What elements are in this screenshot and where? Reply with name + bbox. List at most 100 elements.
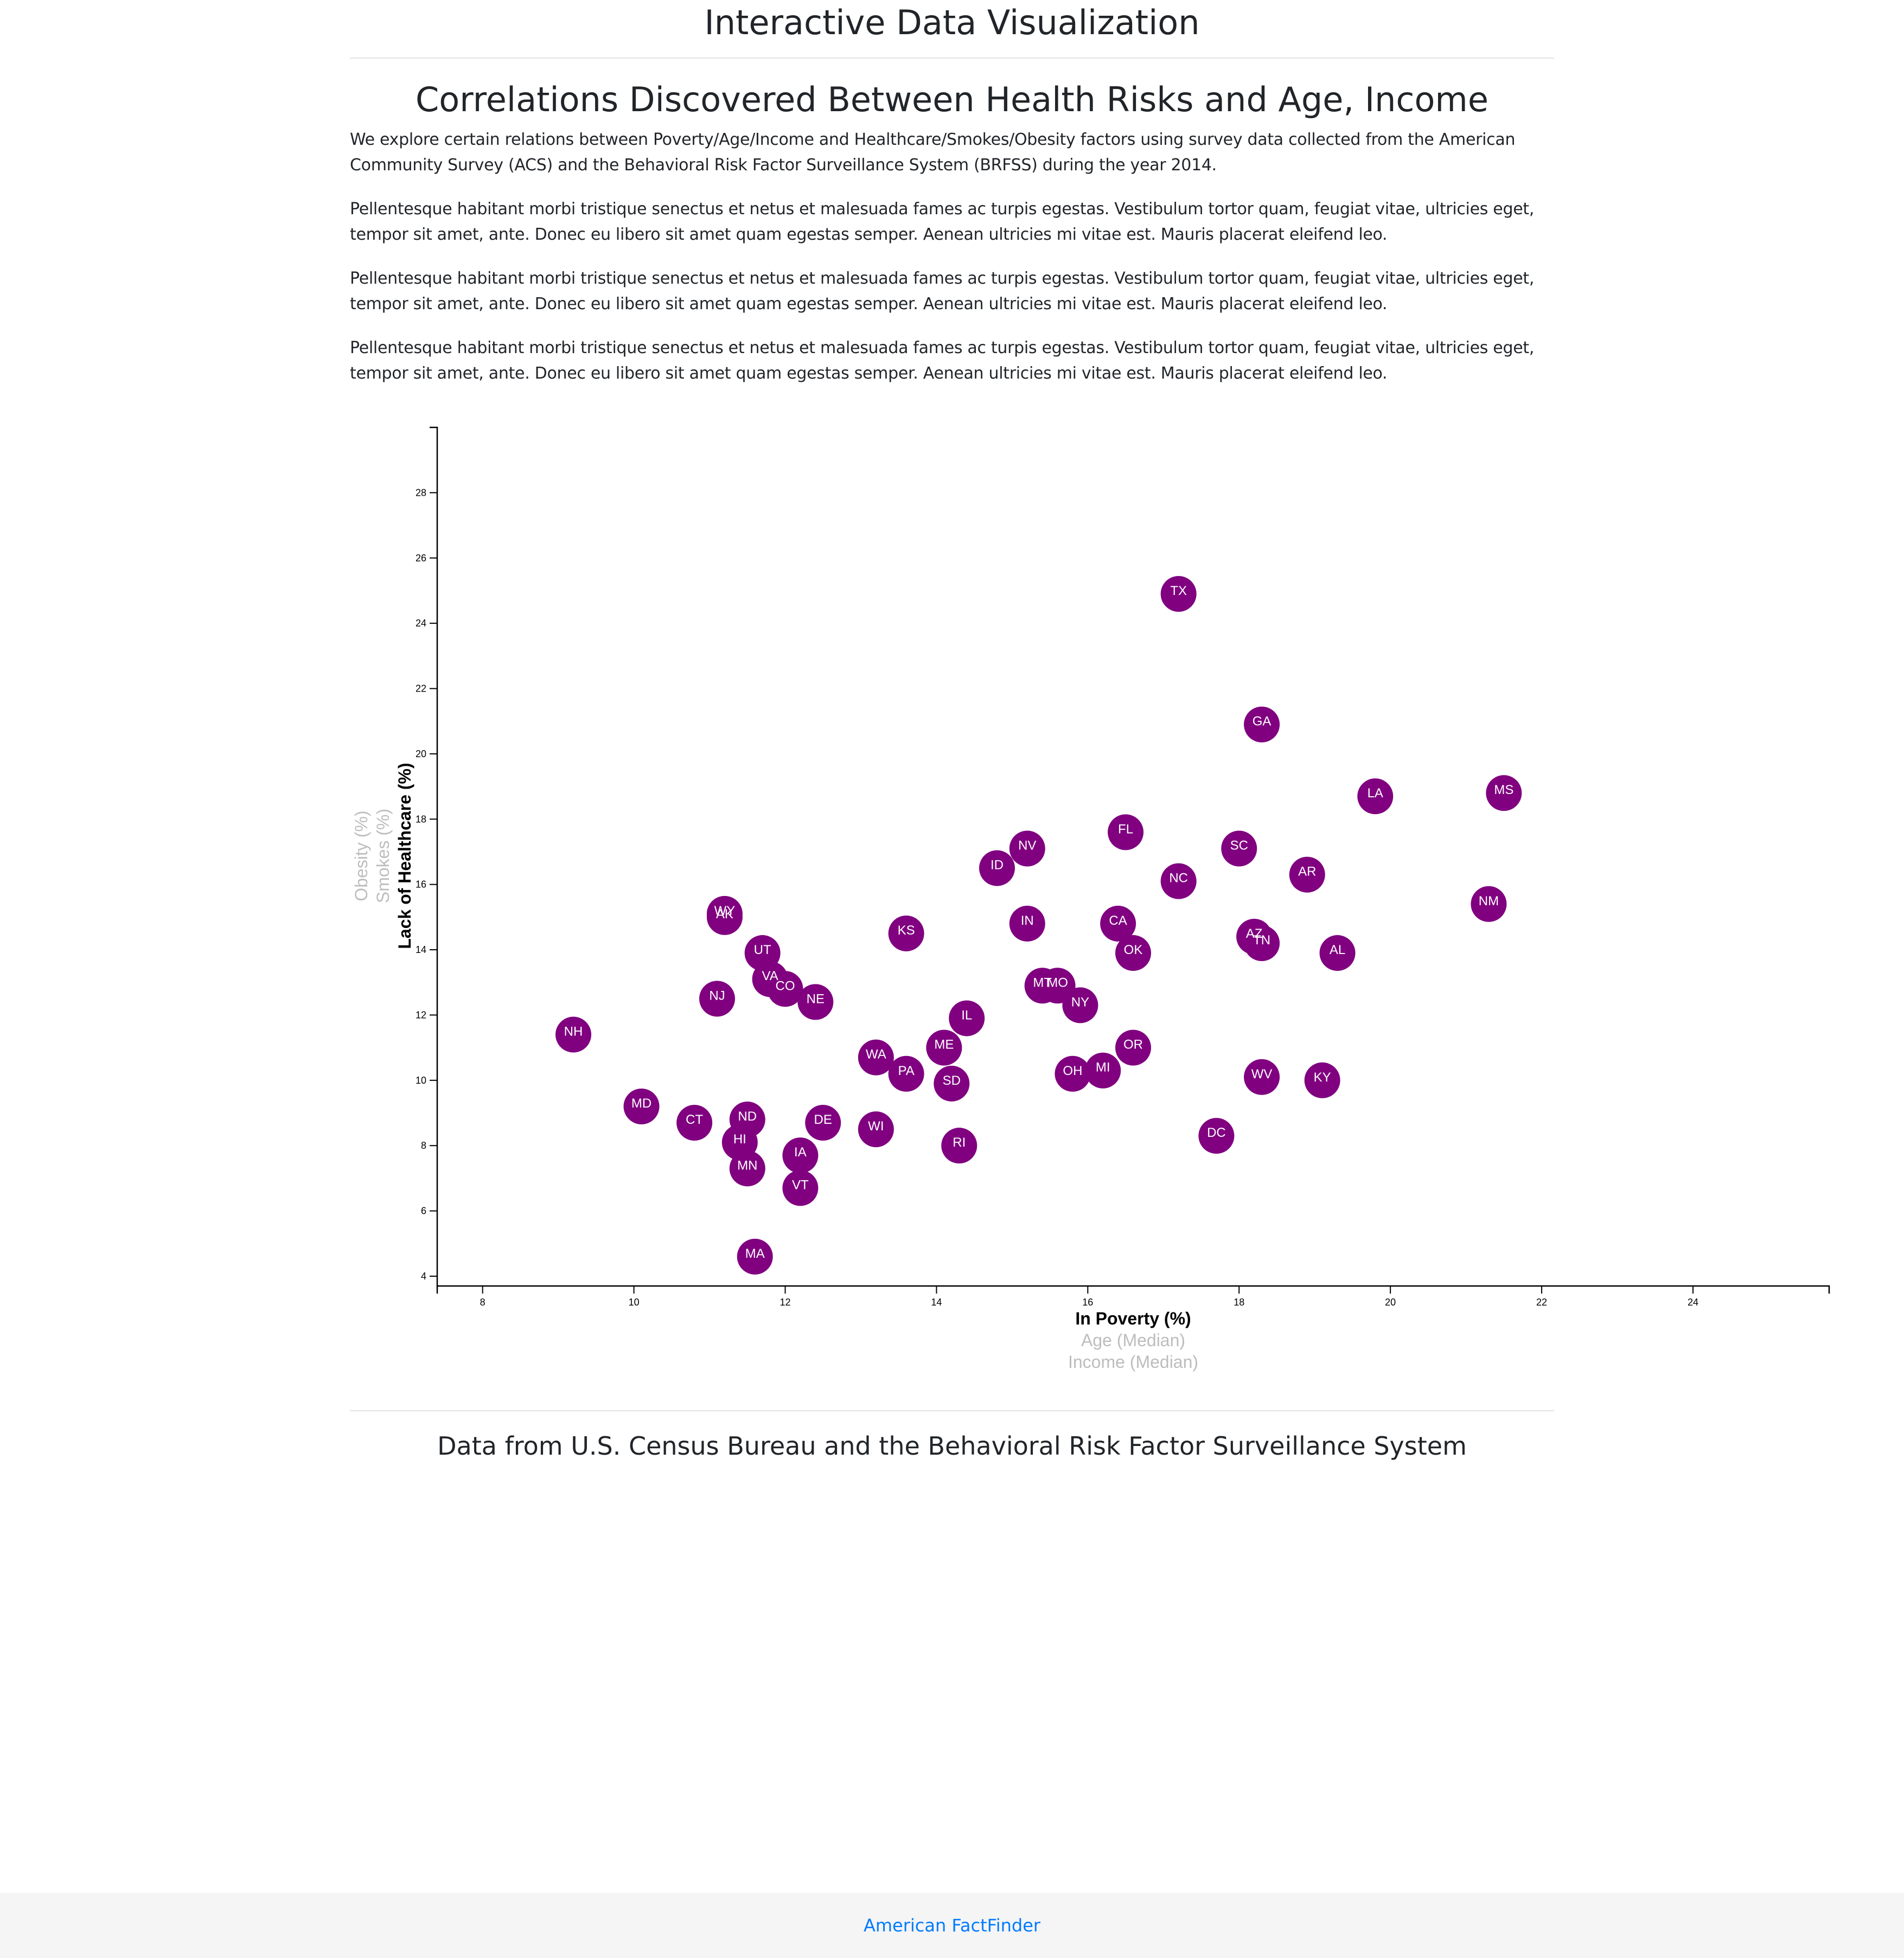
x-tick-label: 14 [931, 1297, 942, 1308]
scatter-chart: 8 10 12 14 16 18 20 22 24 4 6 8 10 12 14 16 18 20 22 24 26 28… [352, 426, 1830, 1372]
state-marker[interactable] [888, 915, 924, 951]
state-abbr-label: TN [1253, 933, 1270, 948]
y-tick-label: 4 [421, 1271, 426, 1282]
state-marker[interactable] [1357, 778, 1394, 815]
x-tick-label: 16 [1082, 1297, 1093, 1308]
state-marker[interactable] [737, 1238, 773, 1275]
state-abbr-label: NV [1018, 838, 1036, 853]
state-marker[interactable] [1304, 1062, 1340, 1098]
state-marker[interactable] [767, 971, 803, 1007]
state-abbr-label: SC [1230, 838, 1248, 853]
state-marker[interactable] [941, 1128, 977, 1164]
state-marker[interactable] [1160, 575, 1197, 612]
state-marker[interactable] [1244, 706, 1280, 743]
state-marker[interactable] [1062, 987, 1098, 1023]
state-abbr-label: OH [1063, 1064, 1082, 1078]
y-tick-label: 8 [421, 1140, 426, 1151]
state-marker[interactable] [699, 981, 735, 1017]
state-marker[interactable] [926, 1029, 962, 1066]
state-marker[interactable] [1221, 830, 1257, 867]
state-abbr-label: FL [1118, 822, 1133, 836]
state-marker[interactable] [1244, 925, 1280, 962]
state-marker[interactable] [623, 1088, 660, 1124]
state-abbr-label: DE [814, 1112, 832, 1127]
state-marker[interactable] [805, 1105, 841, 1141]
state-marker[interactable] [979, 850, 1015, 886]
state-marker[interactable] [1108, 814, 1144, 850]
state-marker[interactable] [1115, 1029, 1151, 1066]
state-abbr-label: AK [716, 907, 733, 922]
intro-paragraph: We explore certain relations between Pov… [350, 130, 1516, 175]
state-abbr-label: KY [1314, 1070, 1331, 1085]
state-marker[interactable] [555, 1016, 592, 1053]
state-abbr-label: IA [794, 1145, 807, 1160]
x-axis-label-age[interactable]: Age (Median) [1081, 1330, 1185, 1350]
state-marker[interactable] [1009, 830, 1045, 867]
y-axis-label-smokes[interactable]: Smokes (%) [373, 809, 393, 903]
state-abbr-label: MA [745, 1246, 765, 1261]
y-tick-label: 16 [416, 879, 426, 890]
state-abbr-label: WI [868, 1119, 884, 1134]
state-marker[interactable] [934, 1065, 970, 1102]
y-tick-label: 10 [416, 1075, 426, 1086]
state-marker[interactable] [1115, 935, 1151, 971]
state-marker[interactable] [858, 1111, 894, 1148]
state-abbr-label: WV [1251, 1067, 1273, 1082]
state-abbr-label: UT [754, 943, 771, 957]
state-abbr-label: CO [776, 978, 795, 993]
state-marker[interactable] [729, 1150, 765, 1187]
state-marker[interactable] [1085, 1052, 1121, 1089]
state-abbr-label: VT [792, 1178, 809, 1192]
page-title: Interactive Data Visualization [704, 3, 1200, 42]
state-abbr-label: KS [898, 923, 915, 938]
main-container: Interactive Data Visualization Correlati… [350, 0, 1554, 405]
y-tick-label: 20 [416, 748, 426, 759]
factfinder-link[interactable]: American FactFinder [863, 1915, 1041, 1936]
state-marker[interactable] [1198, 1118, 1235, 1154]
state-abbr-label: AZ [1246, 926, 1263, 941]
state-abbr-label: WA [866, 1047, 886, 1062]
state-abbr-label: LA [1368, 786, 1383, 801]
state-abbr-label: MN [737, 1158, 757, 1173]
state-marker[interactable] [782, 1137, 819, 1174]
article-body: We explore certain relations between Pov… [350, 127, 1554, 386]
state-abbr-label: NC [1169, 871, 1188, 886]
state-marker[interactable] [1486, 775, 1522, 811]
state-marker[interactable] [782, 1170, 819, 1206]
state-marker[interactable] [1319, 935, 1356, 971]
state-marker[interactable] [797, 984, 834, 1020]
state-marker[interactable] [1289, 856, 1325, 893]
state-marker[interactable] [1055, 1055, 1091, 1092]
state-marker[interactable] [1009, 905, 1045, 942]
y-tick-label: 24 [416, 618, 426, 629]
state-marker[interactable] [676, 1105, 713, 1141]
x-axis-label-income[interactable]: Income (Median) [1068, 1352, 1198, 1372]
state-abbr-label: VA [762, 969, 778, 983]
x-axis-label-poverty[interactable]: In Poverty (%) [1075, 1309, 1191, 1328]
state-abbr-label: ID [991, 858, 1004, 873]
x-tick-label: 10 [629, 1297, 640, 1308]
y-axis-label-obesity[interactable]: Obesity (%) [352, 810, 371, 901]
y-tick-label: 26 [416, 553, 426, 564]
state-abbr-label: NH [564, 1025, 583, 1039]
state-marker[interactable] [1100, 905, 1136, 942]
state-marker[interactable] [858, 1039, 894, 1076]
state-marker[interactable] [706, 899, 743, 935]
state-abbr-label: MT [1033, 975, 1052, 990]
state-marker[interactable] [1160, 863, 1197, 899]
state-marker[interactable] [1471, 886, 1507, 922]
filler-paragraph: Pellentesque habitant morbi tristique se… [350, 200, 1535, 244]
state-abbr-label: OR [1123, 1038, 1143, 1052]
y-tick-label: 28 [416, 487, 426, 498]
y-axis-label-healthcare[interactable]: Lack of Healthcare (%) [395, 763, 414, 949]
filler-paragraph: Pellentesque habitant morbi tristique se… [350, 338, 1535, 383]
footer-divider [350, 1410, 1554, 1411]
state-marker[interactable] [888, 1055, 924, 1092]
axis-lines [430, 426, 1830, 1294]
state-marker[interactable] [949, 1000, 985, 1036]
state-abbr-label: AL [1330, 943, 1345, 957]
state-marker[interactable] [1244, 1059, 1280, 1095]
state-abbr-label: SD [943, 1073, 961, 1088]
data-credit: Data from U.S. Census Bureau and the Beh… [437, 1431, 1467, 1461]
x-tick-label: 22 [1536, 1297, 1547, 1308]
